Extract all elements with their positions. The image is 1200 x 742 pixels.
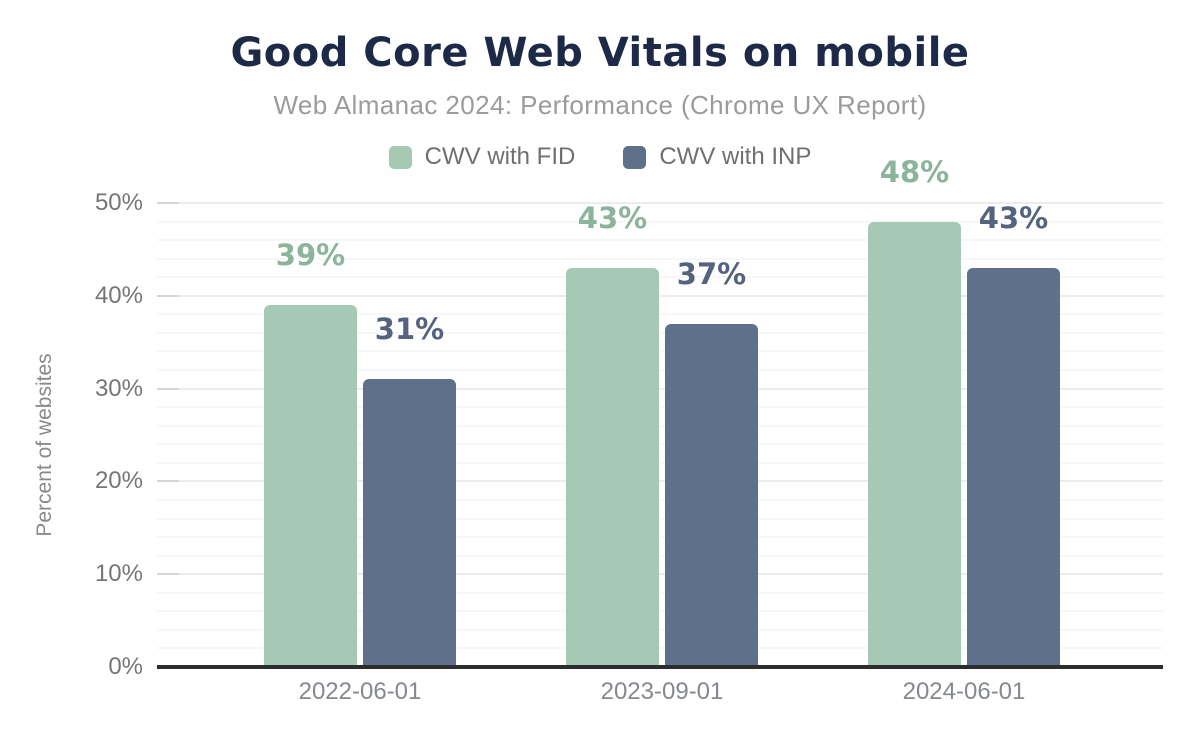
y-axis-title: Percent of websites: [33, 353, 56, 537]
gridline-major: [157, 387, 1163, 390]
bar-cwv-with-inp-2023-09-01: [665, 323, 758, 667]
bar-cwv-with-inp-2024-06-01: [967, 267, 1060, 667]
bar-value-label: 37%: [676, 256, 747, 291]
y-tick-mark: [157, 294, 179, 297]
legend-label: CWV with INP: [659, 143, 812, 170]
chart-subtitle: Web Almanac 2024: Performance (Chrome UX…: [273, 90, 927, 120]
gridline-minor: [157, 313, 1163, 316]
x-axis-line: [157, 665, 1163, 669]
gridline-minor: [157, 536, 1163, 539]
gridline-minor: [157, 239, 1163, 242]
gridline-major: [157, 202, 1163, 204]
gridline-minor: [157, 628, 1163, 631]
gridline-minor: [157, 461, 1163, 464]
bar-cwv-with-fid-2023-09-01: [566, 267, 659, 667]
bar-value-label: 39%: [275, 238, 346, 273]
gridline-minor: [157, 610, 1163, 613]
gridline-major: [157, 480, 1163, 483]
bar-value-label: 43%: [577, 200, 648, 235]
y-tick-label: 20%: [94, 467, 143, 495]
gridline-minor: [157, 591, 1163, 594]
gridline-minor: [157, 424, 1163, 427]
gridline-major: [157, 573, 1163, 576]
bar-cwv-with-inp-2022-06-01: [363, 379, 456, 667]
gridline-minor: [157, 406, 1163, 409]
gridline-minor: [157, 498, 1163, 501]
gridline-minor: [157, 350, 1163, 353]
legend-swatch-cwv-with-fid: [388, 145, 412, 169]
y-tick-label: 10%: [94, 560, 143, 588]
y-tick-label: 30%: [94, 374, 143, 402]
x-tick-label: 2024-06-01: [902, 678, 1026, 705]
legend-label: CWV with FID: [424, 143, 576, 170]
y-tick-mark: [157, 387, 179, 390]
bar-value-label: 31%: [374, 312, 445, 347]
y-tick-label: 0%: [108, 653, 143, 680]
chart-title: Good Core Web Vitals on mobile: [230, 30, 970, 76]
gridline-minor: [157, 257, 1163, 260]
bar-cwv-with-fid-2022-06-01: [264, 305, 357, 667]
y-tick-mark: [157, 573, 179, 576]
legend-item-cwv-with-fid: CWV with FID: [388, 143, 576, 171]
x-tick-label: 2023-09-01: [600, 678, 724, 705]
gridline-minor: [157, 554, 1163, 557]
legend-swatch-cwv-with-inp: [623, 145, 647, 169]
bar-value-label: 48%: [879, 154, 950, 189]
x-tick-label: 2022-06-01: [298, 678, 422, 705]
legend-item-cwv-with-inp: CWV with INP: [623, 143, 811, 171]
gridline-minor: [157, 276, 1163, 279]
gridline-major: [157, 294, 1163, 297]
y-tick-label: 40%: [94, 281, 143, 309]
bar-value-label: 43%: [978, 200, 1049, 235]
gridline-minor: [157, 443, 1163, 446]
y-tick-mark: [157, 202, 179, 204]
legend: CWV with FID CWV with INP: [0, 143, 1200, 171]
gridline-minor: [157, 647, 1163, 650]
gridline-minor: [157, 331, 1163, 334]
gridline-minor: [157, 220, 1163, 223]
y-tick-label: 50%: [94, 189, 143, 216]
gridline-minor: [157, 517, 1163, 520]
gridline-minor: [157, 369, 1163, 372]
y-tick-mark: [157, 480, 179, 483]
bar-cwv-with-fid-2024-06-01: [868, 221, 961, 667]
